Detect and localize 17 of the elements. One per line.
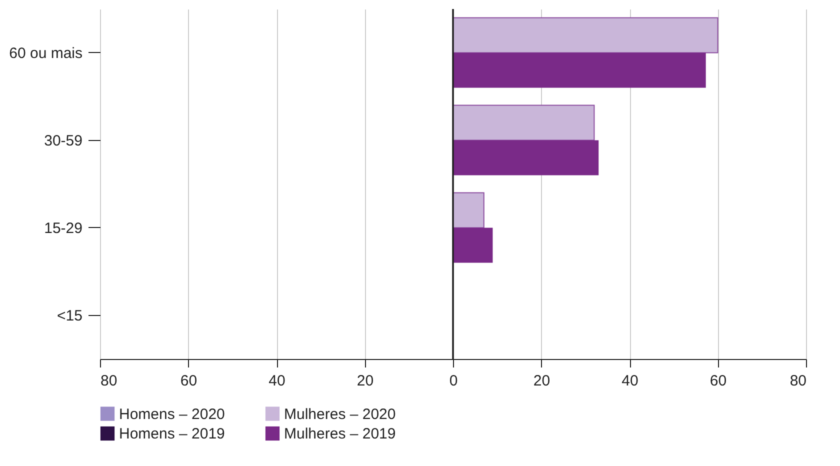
x-tick-label: 20 (356, 372, 374, 390)
x-tick-label: 60 (710, 372, 727, 390)
x-tick-label: 80 (100, 372, 118, 390)
legend-label: Mulheres – 2019 (284, 426, 396, 442)
x-tick-label: 0 (449, 372, 458, 390)
legend-label: Mulheres – 2020 (284, 406, 396, 423)
y-tick-label: 15-29 (44, 220, 82, 237)
x-tick-label: 80 (790, 372, 806, 390)
y-tick-label: 30-59 (44, 132, 82, 150)
y-tick-label: 60 ou mais (9, 44, 82, 62)
x-tick-label: 40 (268, 372, 286, 390)
x-tick-label: 40 (622, 372, 638, 390)
legend-label: Homens – 2020 (119, 406, 225, 423)
x-tick-label: 20 (533, 372, 550, 390)
legend-label: Homens – 2019 (119, 426, 225, 442)
x-tick-label: 60 (180, 372, 198, 390)
y-tick-label: <15 (57, 307, 82, 324)
